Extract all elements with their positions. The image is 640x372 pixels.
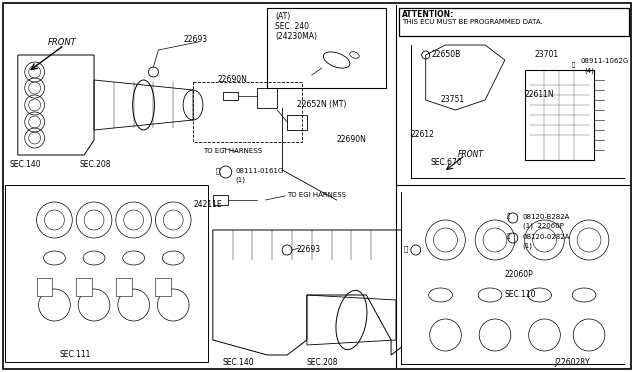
Text: 08120-0282A: 08120-0282A — [523, 234, 570, 240]
Text: SEC.208: SEC.208 — [307, 358, 339, 367]
Text: 23701: 23701 — [534, 50, 559, 59]
Bar — [116, 278, 132, 296]
Text: SEC.140: SEC.140 — [223, 358, 254, 367]
Text: (1)  22060P: (1) 22060P — [523, 222, 564, 228]
Text: 22652N (MT): 22652N (MT) — [297, 100, 346, 109]
Bar — [156, 278, 172, 296]
Text: (AT): (AT) — [275, 12, 291, 21]
Text: SEC. 240: SEC. 240 — [275, 22, 309, 31]
Text: 22690N: 22690N — [218, 75, 248, 84]
Text: (1): (1) — [523, 242, 532, 248]
Text: ATTENTION:: ATTENTION: — [402, 10, 454, 19]
Text: TO EGI HARNESS: TO EGI HARNESS — [203, 148, 262, 154]
Bar — [36, 278, 52, 296]
Bar — [525, 70, 594, 160]
Text: SEC.110: SEC.110 — [505, 290, 536, 299]
Text: FRONT: FRONT — [458, 150, 483, 159]
Polygon shape — [406, 45, 624, 180]
Text: Ⓝ: Ⓝ — [572, 62, 575, 68]
Text: 24211E: 24211E — [193, 200, 221, 209]
Text: (4): (4) — [584, 67, 594, 74]
Text: TO EGI HARNESS: TO EGI HARNESS — [287, 192, 346, 198]
Text: FRONT: FRONT — [47, 38, 76, 47]
Text: Ⓑ: Ⓑ — [404, 245, 408, 251]
Text: 23751: 23751 — [440, 95, 465, 104]
Bar — [268, 8, 386, 88]
Text: SEC.140: SEC.140 — [10, 160, 42, 169]
Text: (1): (1) — [236, 176, 246, 183]
Text: SEC.670: SEC.670 — [431, 158, 462, 167]
Text: SEC.208: SEC.208 — [79, 160, 111, 169]
Text: (24230MA): (24230MA) — [275, 32, 317, 41]
Text: THIS ECU MUST BE PROGRAMMED DATA.: THIS ECU MUST BE PROGRAMMED DATA. — [402, 19, 543, 25]
Text: 08111-0161G: 08111-0161G — [236, 168, 284, 174]
Text: 22693: 22693 — [297, 245, 321, 254]
Text: 22611N: 22611N — [525, 90, 554, 99]
Text: 08120-B282A: 08120-B282A — [523, 214, 570, 220]
Text: J226028Y: J226028Y — [554, 358, 590, 367]
Text: SEC.111: SEC.111 — [60, 350, 91, 359]
Bar — [193, 82, 302, 142]
Text: 22690N: 22690N — [337, 135, 367, 144]
Text: 22693: 22693 — [183, 35, 207, 44]
Bar — [76, 278, 92, 296]
Text: 22650B: 22650B — [431, 50, 461, 59]
Bar — [399, 8, 628, 36]
Text: 22612: 22612 — [411, 130, 435, 139]
Text: 22060P: 22060P — [505, 270, 534, 279]
Text: Ⓑ: Ⓑ — [216, 167, 220, 174]
Polygon shape — [401, 192, 624, 365]
Text: Ⓑ: Ⓑ — [507, 233, 510, 238]
Text: Ⓑ: Ⓑ — [507, 213, 510, 219]
Text: 08911-1062G: 08911-1062G — [580, 58, 628, 64]
